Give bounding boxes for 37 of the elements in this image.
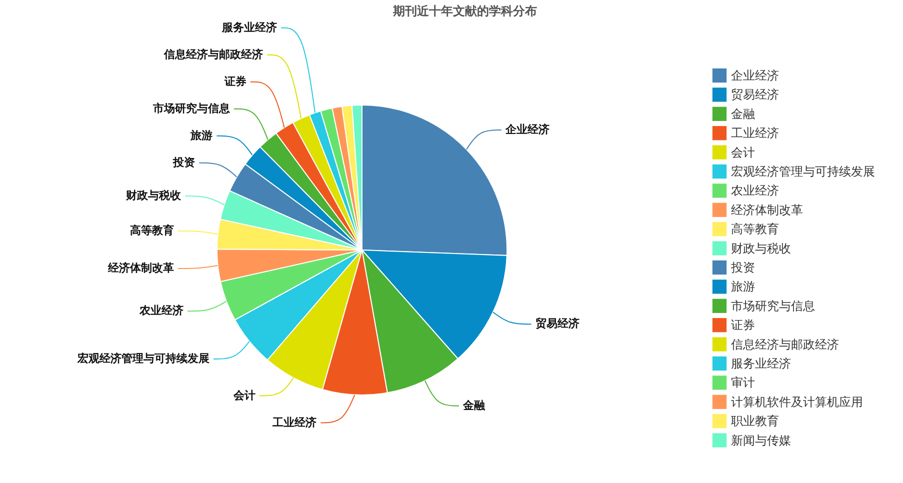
- data-label: 金融: [462, 398, 486, 412]
- legend-label: 市场研究与信息: [731, 298, 815, 313]
- legend-label: 新闻与传媒: [731, 433, 791, 448]
- data-label: 证券: [223, 74, 248, 88]
- data-label: 财政与税收: [125, 189, 182, 202]
- data-label: 服务业经济: [221, 20, 278, 34]
- data-label: 高等教育: [130, 224, 174, 238]
- legend-label: 审计: [731, 376, 755, 390]
- legend-label: 企业经济: [731, 68, 779, 82]
- legend-label: 会计: [731, 145, 755, 160]
- data-label: 市场研究与信息: [152, 102, 231, 115]
- legend-label: 经济体制改革: [731, 202, 803, 217]
- legend-label: 投资: [730, 260, 755, 274]
- data-label: 农业经济: [138, 304, 184, 318]
- data-label: 旅游: [190, 128, 213, 142]
- legend-label: 工业经济: [731, 126, 779, 140]
- data-label: 宏观经济管理与可持续发展: [76, 352, 210, 366]
- legend-label: 计算机软件及计算机应用: [731, 394, 863, 409]
- legend-label: 服务业经济: [731, 356, 791, 370]
- legend-label: 贸易经济: [731, 88, 779, 102]
- legend-label: 财政与税收: [731, 241, 791, 256]
- legend-label: 高等教育: [731, 222, 779, 236]
- legend-label: 证券: [731, 318, 755, 332]
- data-label: 经济体制改革: [106, 261, 174, 274]
- data-label: 投资: [172, 156, 196, 169]
- legend-label: 宏观经济管理与可持续发展: [731, 164, 875, 178]
- data-label: 会计: [232, 388, 256, 402]
- data-label: 工业经济: [272, 416, 317, 429]
- data-label: 信息经济与邮政经济: [163, 48, 264, 61]
- legend-label: 信息经济与邮政经济: [731, 337, 839, 352]
- legend-label: 金融: [731, 106, 755, 121]
- legend-label: 职业教育: [731, 414, 779, 428]
- data-label: 贸易经济: [535, 317, 580, 330]
- data-label: 企业经济: [504, 123, 550, 136]
- legend-label: 旅游: [731, 280, 755, 294]
- chart-title: 期刊近十年文献的学科分布: [392, 4, 537, 18]
- legend-label: 农业经济: [731, 184, 779, 198]
